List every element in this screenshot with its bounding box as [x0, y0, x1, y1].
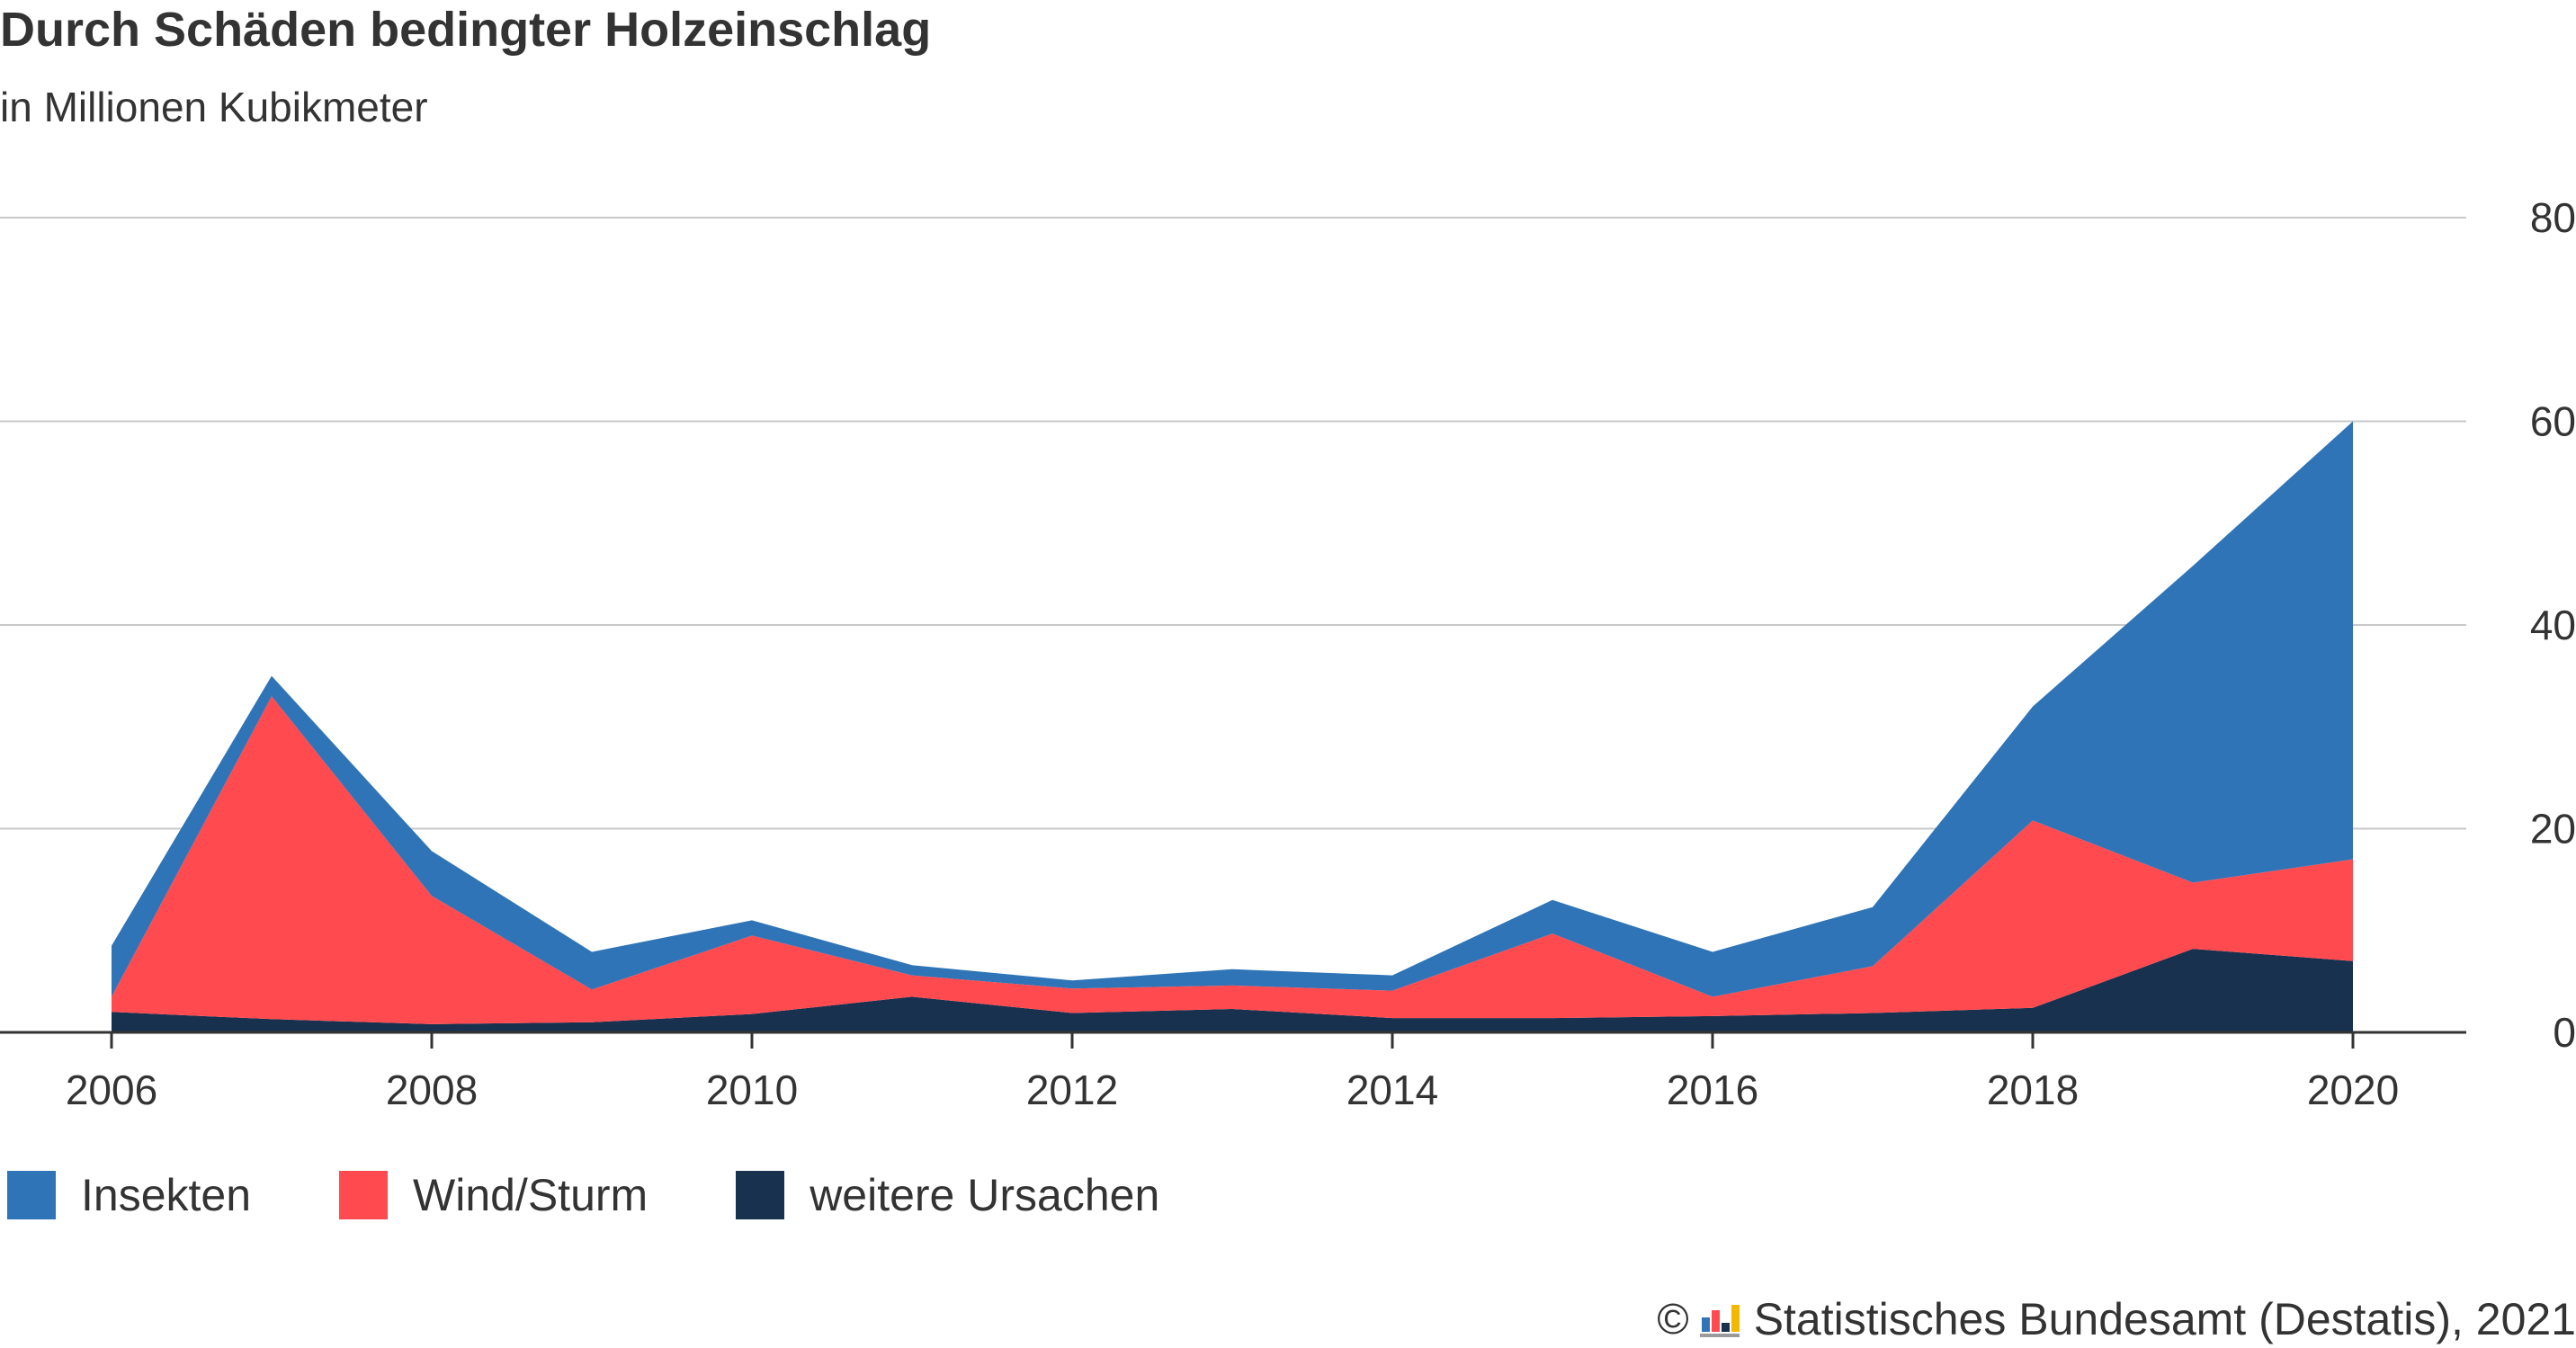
area-weitere-ursachen — [112, 949, 2353, 1032]
x-tick-label-2012: 2012 — [1026, 1067, 1118, 1113]
legend-swatch-wind-sturm — [339, 1171, 389, 1219]
legend-label-insekten: Insekten — [81, 1170, 252, 1220]
x-tick-label-2010: 2010 — [706, 1067, 798, 1113]
y-tick-label-60: 60 — [2530, 398, 2576, 445]
x-tick-label-2014: 2014 — [1346, 1067, 1438, 1113]
x-tick-label-2020: 2020 — [2307, 1067, 2399, 1113]
legend-swatch-insekten — [7, 1171, 56, 1219]
x-tick-label-2006: 2006 — [66, 1067, 157, 1113]
stacked-areas — [112, 421, 2353, 1032]
y-tick-label-40: 40 — [2530, 602, 2576, 648]
legend-label-wind-sturm: Wind/Sturm — [413, 1170, 648, 1220]
chart-subtitle: in Millionen Kubikmeter — [0, 84, 428, 130]
destatis-logo-icon — [1699, 1301, 1740, 1337]
y-tick-label-0: 0 — [2553, 1009, 2576, 1056]
chart-title: Durch Schäden bedingter Holzeinschlag — [0, 3, 932, 57]
copyright-symbol: © — [1657, 1295, 1689, 1344]
y-tick-label-80: 80 — [2530, 194, 2576, 241]
x-tick-label-2018: 2018 — [1987, 1067, 2079, 1113]
legend-item-insekten: Insekten — [7, 1169, 251, 1221]
legend-label-weitere-ursachen: weitere Ursachen — [809, 1170, 1160, 1220]
source-credit: © Statistisches Bundesamt (Destatis), 20… — [1657, 1293, 2576, 1345]
x-tick-label-2016: 2016 — [1667, 1067, 1758, 1113]
y-tick-label-20: 20 — [2530, 806, 2576, 853]
legend-item-weitere-ursachen: weitere Ursachen — [736, 1169, 1159, 1221]
axes: 0 20 40 60 80 2006 2008 2010 2012 2014 2016 2018 202… — [0, 194, 2576, 1113]
area-chart: 0 20 40 60 80 2006 2008 2010 2012 2014 2016 2018 202… — [0, 194, 2576, 1113]
area-wind-sturm — [112, 696, 2353, 1024]
x-tick-label-2008: 2008 — [386, 1067, 478, 1113]
legend-swatch-weitere-ursachen — [736, 1171, 785, 1219]
legend: Insekten Wind/Sturm weitere Ursachen — [7, 1169, 1248, 1221]
source-text: Statistisches Bundesamt (Destatis), 2021 — [1753, 1294, 2576, 1344]
legend-item-wind-sturm: Wind/Sturm — [339, 1169, 648, 1221]
